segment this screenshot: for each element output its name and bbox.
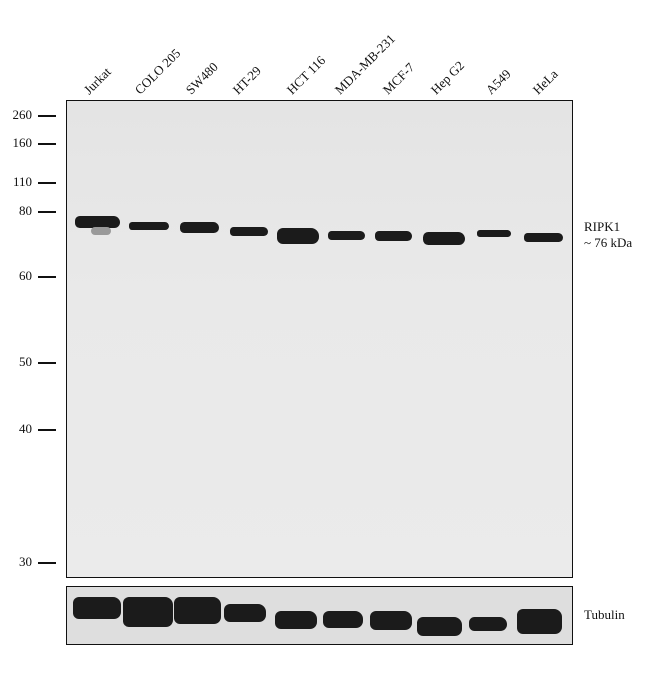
tubulin-band-hep-g2 (417, 617, 462, 636)
lane-label-sw480: SW480 (182, 59, 221, 98)
band-sw480 (180, 222, 219, 233)
band-hep-g2 (423, 232, 465, 245)
target-label: RIPK1 ~ 76 kDa (584, 219, 632, 251)
tubulin-blot-panel (66, 586, 573, 645)
lane-label-hct-116: HCT 116 (283, 52, 329, 98)
loading-control-label: Tubulin (584, 607, 625, 622)
tubulin-band-a549 (469, 617, 507, 631)
lane-label-mcf-7: MCF-7 (379, 59, 418, 98)
marker-label-260: 260 (12, 107, 33, 122)
lane-label-a549: A549 (482, 66, 514, 98)
band-a549 (477, 230, 511, 237)
band-colo-205 (129, 222, 169, 230)
tubulin-band-mcf-7 (370, 611, 412, 630)
lane-label-hela: HeLa (529, 66, 561, 98)
target-size: ~ 76 kDa (584, 235, 633, 250)
marker-tick-260 (38, 115, 56, 117)
marker-tick-160 (38, 143, 56, 145)
marker-tick-30 (38, 562, 56, 564)
marker-label-50: 50 (19, 354, 32, 369)
marker-tick-40 (38, 429, 56, 431)
tubulin-band-sw480 (174, 597, 221, 624)
tubulin-band-colo-205 (123, 597, 173, 627)
band-jurkat (75, 216, 120, 228)
tubulin-band-mda-mb-231 (323, 611, 363, 628)
tubulin-band-jurkat (73, 597, 121, 619)
marker-label-40: 40 (19, 421, 32, 436)
marker-label-80: 80 (19, 203, 32, 218)
marker-label-60: 60 (19, 268, 32, 283)
tubulin-band-hela (517, 609, 562, 634)
marker-label-160: 160 (12, 135, 33, 150)
tubulin-band-ht-29 (224, 604, 266, 622)
band-hela (524, 233, 563, 242)
marker-label-110: 110 (12, 174, 32, 189)
band-hct-116 (277, 228, 319, 244)
lane-label-colo-205: COLO 205 (131, 45, 184, 98)
lane-label-ht-29: HT-29 (229, 63, 264, 98)
ripk1-blot-panel (66, 100, 573, 578)
marker-tick-80 (38, 211, 56, 213)
band-mcf-7 (375, 231, 412, 241)
marker-tick-110 (38, 182, 56, 184)
band-mda-mb-231 (328, 231, 365, 240)
tubulin-band-hct-116 (275, 611, 317, 629)
band-ht-29 (230, 227, 268, 236)
band-jurkat-smear (91, 227, 111, 235)
lane-label-hep-g2: Hep G2 (427, 57, 468, 98)
marker-tick-50 (38, 362, 56, 364)
marker-label-30: 30 (19, 554, 32, 569)
lane-label-jurkat: Jurkat (80, 64, 114, 98)
marker-tick-60 (38, 276, 56, 278)
target-name: RIPK1 (584, 219, 621, 234)
